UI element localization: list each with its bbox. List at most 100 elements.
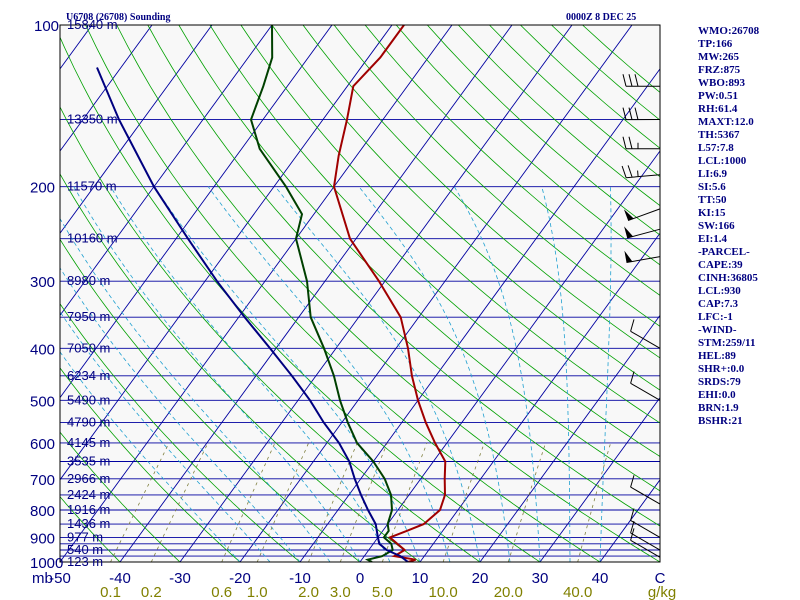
wind-barb (630, 520, 661, 551)
parcel-profile (96, 67, 409, 562)
isotherm-line (119, 25, 513, 562)
height-label: 977 m (67, 529, 103, 544)
isotherm-line (60, 25, 453, 562)
moist-adiabat (453, 186, 541, 562)
pressure-tick-label: 700 (30, 472, 55, 489)
pressure-tick-label: 800 (30, 503, 55, 520)
stat-line: MW:265 (698, 51, 739, 63)
isotherm-line (179, 25, 573, 562)
stat-line: TT:50 (698, 194, 727, 206)
wind-barb (630, 508, 661, 538)
stat-line: SHR+:0.0 (698, 363, 745, 375)
temperature-tick-label: 30 (532, 570, 549, 587)
mixing-ratio-label: 20.0 (494, 584, 523, 600)
mixing-ratio-label: 0.2 (141, 584, 162, 600)
dry-adiabat (60, 238, 361, 562)
mixing-ratio-label: 5.0 (372, 584, 393, 600)
height-label: 2966 m (67, 471, 110, 486)
dry-adiabat (116, 25, 660, 562)
dry-adiabat (60, 303, 301, 562)
wind-barb (630, 319, 661, 349)
moist-adiabat (73, 186, 361, 562)
height-label: 15840 m (67, 17, 118, 32)
temperature-tick-label: -50 (49, 570, 71, 587)
temperature-tick-label: -20 (229, 570, 251, 587)
moist-adiabat (110, 186, 391, 562)
isotherm-line (0, 25, 32, 562)
height-label: 4790 m (67, 415, 110, 430)
dry-adiabat (364, 25, 660, 296)
mixing-ratio-line (442, 442, 485, 562)
pressure-tick-label: 400 (30, 341, 55, 358)
height-label: 1916 m (67, 502, 110, 517)
temperature-tick-label: -30 (169, 570, 191, 587)
stat-line: SRDS:79 (698, 376, 741, 388)
pressure-tick-label: 100 (34, 18, 59, 35)
pressure-tick-label: 300 (30, 274, 55, 291)
moist-adiabat (275, 186, 481, 562)
isotherm-line (419, 232, 660, 562)
isotherm-line (60, 25, 393, 481)
stat-line: L57:7.8 (698, 142, 734, 154)
stat-line: TH:5367 (698, 129, 740, 141)
moist-adiabat (60, 311, 271, 562)
moist-adiabat (207, 186, 451, 562)
dry-adiabat (60, 36, 541, 562)
isotherm-line (239, 25, 633, 562)
mixing-ratio-line (150, 442, 209, 562)
mixing-ratio-line (308, 442, 358, 562)
stat-line: LCL:1000 (698, 155, 747, 167)
stat-line: SI:5.6 (698, 181, 726, 193)
isotherm-line (479, 314, 660, 562)
stat-line: WMO:26708 (698, 25, 760, 37)
plot-area (60, 25, 660, 562)
moist-adiabat (60, 217, 331, 562)
axis-unit-label: mb (32, 570, 53, 587)
height-label: 11570 m (67, 179, 117, 194)
stat-line: -PARCEL- (698, 246, 750, 258)
wind-barb (630, 475, 661, 505)
dry-adiabat (333, 25, 660, 327)
temperature-tick-label: -40 (109, 570, 131, 587)
stat-line: CINH:36805 (698, 272, 758, 284)
temperature-tick-label: 40 (592, 570, 609, 587)
height-label: 540 m (67, 542, 103, 557)
wind-barb (630, 371, 661, 401)
dry-adiabat (60, 367, 241, 562)
isotherm-line (60, 25, 273, 317)
dry-adiabat (60, 173, 421, 562)
dry-adiabat (395, 25, 660, 266)
mixing-ratio-line (381, 442, 428, 562)
stat-line: FRZ:875 (698, 64, 741, 76)
mixing-ratio-line (507, 442, 546, 562)
height-label: 1436 m (67, 516, 110, 531)
dry-adiabat (60, 106, 481, 562)
height-label: 10160 m (67, 231, 118, 246)
mixing-ratio-line (256, 442, 309, 562)
mixing-ratio-unit: g/kg (648, 584, 676, 600)
dry-adiabat (60, 431, 181, 562)
mixing-ratio-label: 3.0 (330, 584, 351, 600)
temperature-tick-label: 20 (472, 570, 489, 587)
stat-line: BSHR:21 (698, 415, 743, 427)
temperature-tick-label: -10 (289, 570, 311, 587)
wind-barb (622, 136, 661, 150)
height-label: 7950 m (67, 309, 110, 324)
height-label: 8980 m (67, 273, 110, 288)
wind-barb (623, 208, 661, 221)
height-label: 4145 m (67, 435, 110, 450)
height-label: 5490 m (67, 392, 110, 407)
stat-line: BRN:1.9 (698, 402, 739, 414)
isotherm-line (60, 25, 153, 152)
stat-line: TP:166 (698, 38, 733, 50)
isotherm-line (299, 68, 660, 562)
moist-adiabat (60, 267, 301, 562)
stat-line: HEL:89 (698, 350, 736, 362)
dry-adiabat (147, 25, 660, 527)
mixing-ratio-label: 0.1 (100, 584, 121, 600)
moist-adiabat (541, 186, 571, 562)
stat-line: -WIND- (698, 324, 737, 336)
stat-line: EHI:0.0 (698, 389, 736, 401)
isotherm-line (539, 396, 660, 562)
